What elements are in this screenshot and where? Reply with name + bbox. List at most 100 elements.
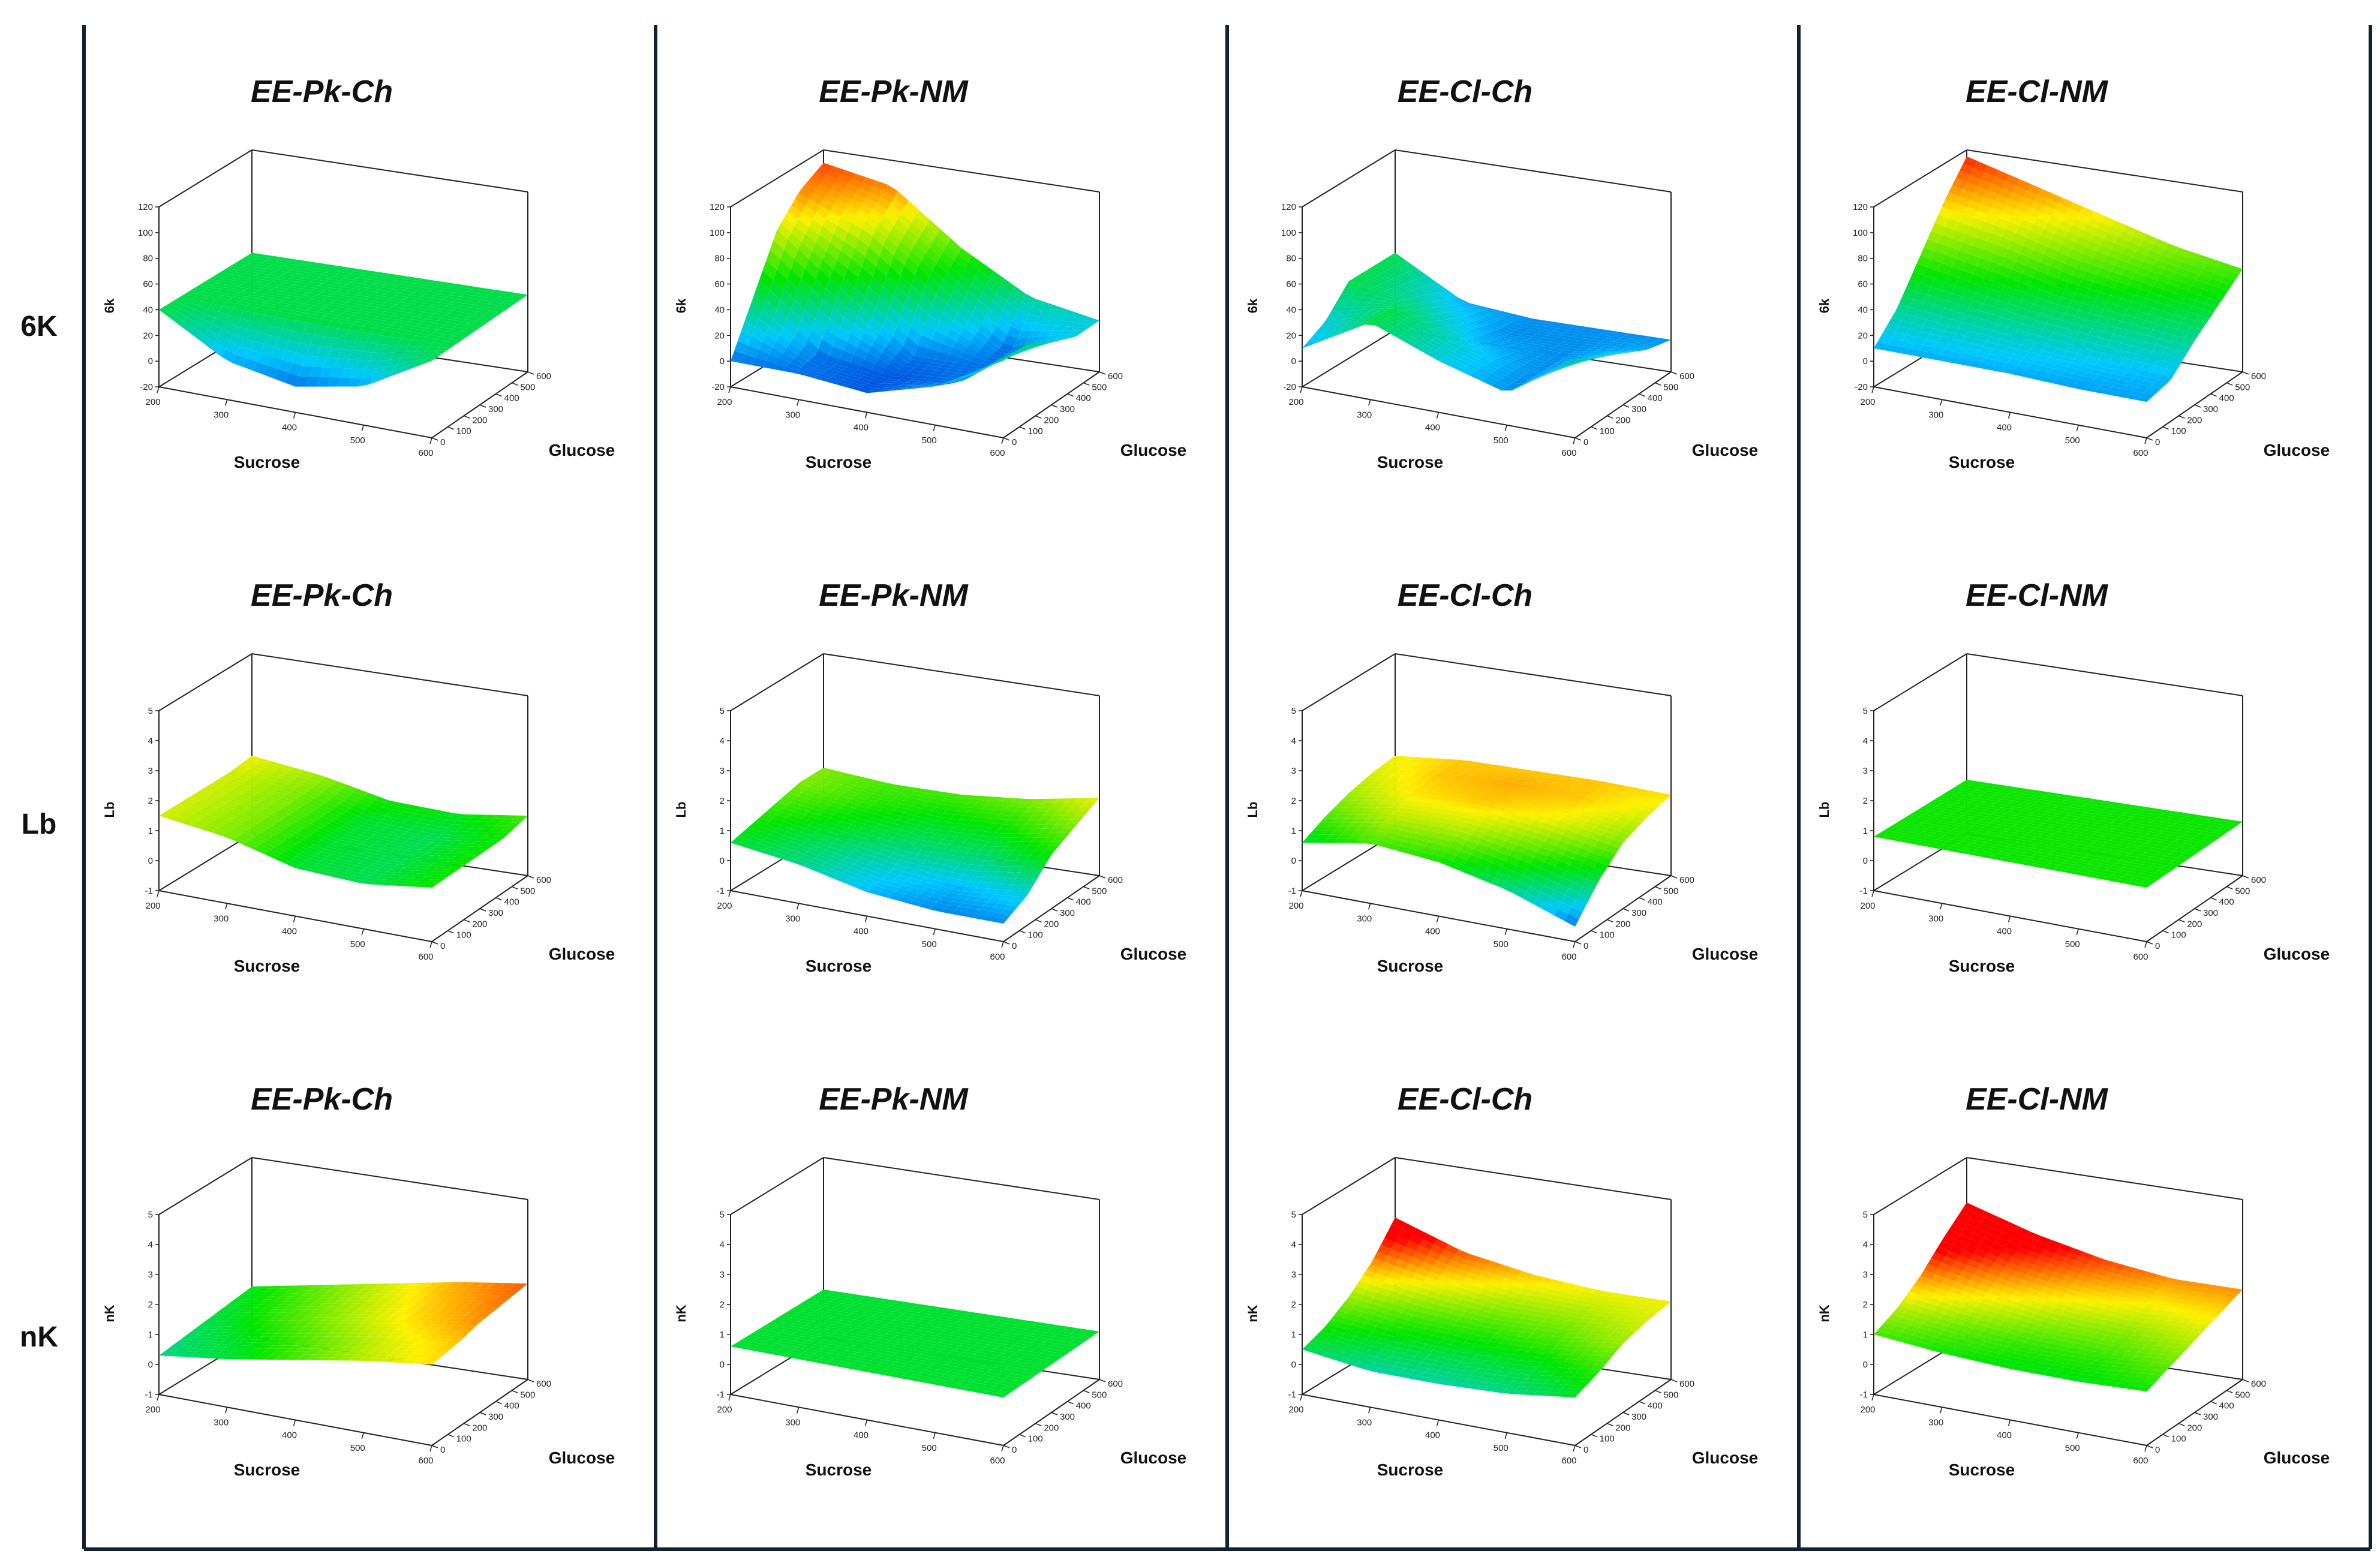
surface-cell	[216, 272, 230, 276]
x-tick-mark	[1368, 399, 1371, 406]
surface-cell	[463, 300, 478, 305]
surface-cell	[988, 333, 1003, 348]
surface-cell	[355, 332, 370, 342]
surface-cell	[285, 372, 299, 387]
surface-cell	[833, 225, 848, 242]
y-tick-mark	[464, 415, 470, 419]
surface-cell	[820, 163, 834, 171]
surface-cell	[1370, 277, 1384, 284]
surface-cell	[1042, 302, 1057, 312]
surface-cell	[474, 293, 489, 297]
surface-cell	[1560, 341, 1575, 345]
surface-cell	[391, 322, 406, 327]
surface-cell	[345, 330, 359, 341]
surface-cell	[363, 305, 378, 310]
x-tick-label: 300	[785, 410, 800, 420]
surface-cell	[1485, 363, 1499, 371]
surface-cell	[1376, 314, 1390, 319]
surface-cell	[752, 327, 766, 342]
surface-cell	[414, 290, 429, 294]
surface-cell	[1613, 351, 1627, 353]
surface-cell	[755, 350, 770, 361]
surface-cell	[1383, 306, 1398, 309]
surface-cell	[322, 281, 336, 285]
surface-cell	[442, 297, 456, 302]
surface-cell	[1437, 300, 1452, 306]
surface-cell	[1387, 279, 1402, 286]
z-tick-label: 100	[1853, 228, 1868, 238]
z-tick-label: 100	[138, 228, 153, 238]
surface-cell	[1381, 259, 1395, 268]
y-tick-label: 200	[1615, 415, 1630, 425]
y-tick-mark	[527, 371, 534, 375]
surface-cell	[787, 309, 801, 330]
surface-cell	[939, 312, 954, 328]
surface-cell	[264, 365, 278, 379]
surface-cell	[857, 339, 872, 353]
surface-cell	[419, 321, 434, 326]
y-tick-mark	[2226, 382, 2233, 386]
surface-cell	[1609, 352, 1624, 354]
surface-cell	[1523, 377, 1537, 384]
surface-cell	[928, 304, 943, 321]
surface-cell	[1432, 327, 1447, 334]
y-tick-mark	[479, 404, 486, 408]
surface-cell	[913, 382, 927, 384]
x-tick-mark	[225, 399, 228, 406]
surface-cell	[933, 383, 948, 387]
surface-cell	[1482, 343, 1496, 347]
surface-cell	[275, 311, 290, 319]
x-tick-label: 600	[990, 952, 1005, 962]
surface-cell	[794, 354, 808, 365]
y-tick-label: 400	[2219, 393, 2234, 404]
surface-cell	[1520, 375, 1534, 379]
surface-cell	[960, 352, 975, 361]
surface-cell	[1544, 368, 1559, 374]
surface-cell	[1558, 363, 1572, 370]
surface-cell	[1419, 302, 1434, 308]
surface-cell	[1614, 332, 1629, 336]
surface-cell	[1384, 281, 1399, 287]
surface-cell	[452, 308, 467, 312]
surface-cell	[862, 177, 877, 187]
surface-cell	[897, 213, 912, 229]
surface-cell	[226, 299, 241, 304]
surface-cell	[843, 377, 857, 383]
surface-cell	[1081, 320, 1096, 326]
surface-cell	[356, 310, 371, 315]
y-tick-label: 400	[1076, 897, 1091, 907]
surface-cell	[510, 295, 524, 300]
surface-cell	[798, 242, 813, 259]
surface-cell	[906, 380, 921, 383]
surface-cell	[1619, 351, 1634, 353]
surface-cell	[429, 342, 444, 348]
y-tick-mark	[1639, 393, 1645, 397]
z-tick-label: 5	[148, 706, 153, 716]
surface-cell	[365, 270, 380, 275]
surface-cell	[488, 301, 503, 306]
surface-cell	[850, 354, 865, 366]
surface-cell	[1355, 317, 1369, 324]
surface-cell	[1412, 289, 1427, 296]
surface-cell	[268, 356, 282, 369]
surface-cell	[914, 345, 928, 358]
surface-cell	[1628, 338, 1643, 342]
surface-cell	[776, 300, 791, 320]
surface-cell	[431, 305, 446, 309]
surface-cell	[400, 281, 414, 286]
surface-cell	[279, 291, 294, 296]
surface-cell	[426, 325, 441, 330]
surface-cell	[1496, 350, 1510, 356]
surface-cell	[1394, 294, 1409, 300]
surface-cell	[972, 366, 987, 373]
surface-cell	[1590, 356, 1605, 360]
surface-cell	[503, 291, 518, 296]
y-tick-mark	[1035, 919, 1042, 923]
surface-cell	[287, 278, 301, 282]
surface-cell	[1567, 353, 1582, 356]
surface-cell	[2220, 276, 2235, 286]
surface-cell	[1574, 348, 1589, 351]
surface-cell	[940, 251, 954, 267]
surface-cell	[1485, 353, 1499, 360]
surface-cell	[1390, 295, 1405, 300]
